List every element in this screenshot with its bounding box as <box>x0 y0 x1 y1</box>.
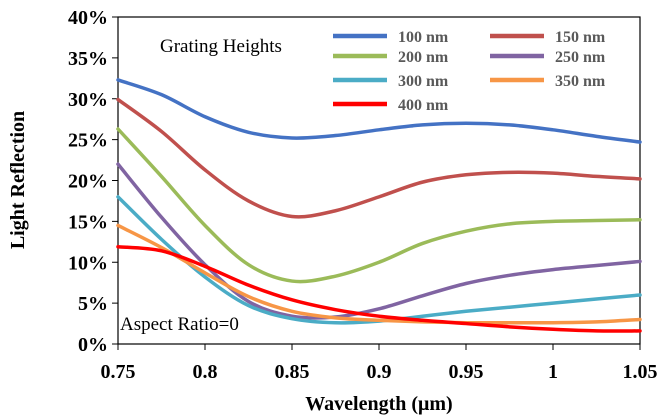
y-tick-label: 20% <box>68 171 108 193</box>
series-line-350-nm <box>116 223 642 325</box>
series-line-150-nm <box>116 97 642 219</box>
x-tick-label: 1 <box>548 361 558 383</box>
legend: 100 nm 150 nm 200 nm 250 nm 300 nm 350 nm 400 … <box>333 29 606 114</box>
legend-label-350-nm: 350 nm <box>555 73 606 90</box>
x-tick-label: 1.05 <box>623 361 658 383</box>
series-line-400-nm <box>116 244 642 333</box>
y-tick-label: 35% <box>68 48 108 70</box>
y-tick-label: 30% <box>68 89 108 111</box>
x-tick-label: 0.85 <box>275 361 310 383</box>
aspect-ratio-annotation: Aspect Ratio=0 <box>120 314 239 335</box>
x-ticks: 0.75 0.8 0.85 0.9 0.95 1 1.05 <box>101 344 658 383</box>
legend-title: Grating Heights <box>160 36 282 57</box>
series-line-250-nm <box>116 162 642 320</box>
legend-label-400-nm: 400 nm <box>398 97 449 114</box>
y-tick-label: 0% <box>78 334 108 356</box>
y-ticks: 0% 5% 10% 15% 20% 25% 30% 35% 40% <box>68 7 118 356</box>
legend-label-250-nm: 250 nm <box>555 49 606 66</box>
x-axis-title: Wavelength (μm) <box>305 393 452 415</box>
y-tick-label: 5% <box>78 293 108 315</box>
plot-area <box>117 16 641 345</box>
x-tick-label: 0.95 <box>449 361 484 383</box>
x-tick-label: 0.75 <box>101 361 136 383</box>
x-tick-label: 0.9 <box>367 361 392 383</box>
legend-label-150-nm: 150 nm <box>555 29 606 46</box>
legend-label-100-nm: 100 nm <box>398 29 449 46</box>
y-axis-title: Light Reflection <box>7 111 29 249</box>
legend-label-300-nm: 300 nm <box>398 73 449 90</box>
series-line-200-nm <box>116 127 642 284</box>
y-tick-label: 40% <box>68 7 108 29</box>
y-tick-label: 15% <box>68 211 108 233</box>
y-tick-label: 10% <box>68 252 108 274</box>
legend-label-200-nm: 200 nm <box>398 49 449 66</box>
x-tick-label: 0.8 <box>193 361 218 383</box>
series-line-100-nm <box>116 78 642 144</box>
series-lines <box>116 78 642 333</box>
y-tick-label: 25% <box>68 130 108 152</box>
